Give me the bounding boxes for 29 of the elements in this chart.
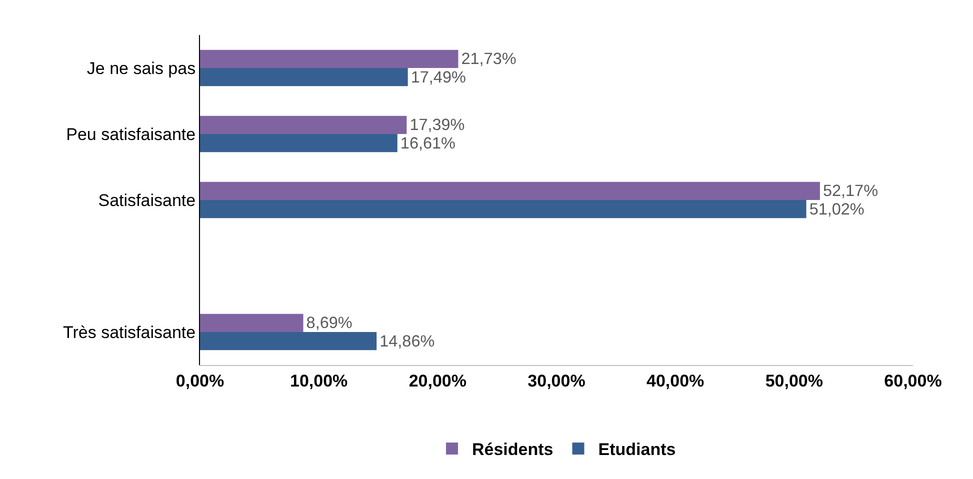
- bar: [200, 200, 806, 218]
- x-tick-label: 50,00%: [765, 371, 824, 390]
- legend-label: Résidents: [472, 440, 554, 460]
- x-tick-label: 60,00%: [884, 371, 942, 390]
- data-label: 17,49%: [410, 68, 466, 86]
- bar: [200, 116, 407, 134]
- bar: [200, 332, 377, 350]
- legend-label: Etudiants: [598, 440, 676, 460]
- bar: [200, 134, 398, 152]
- x-tick-label: 0,00%: [176, 371, 224, 390]
- data-label: 52,17%: [822, 182, 878, 200]
- bar: [200, 50, 458, 68]
- bar: [200, 314, 304, 332]
- data-label: 16,61%: [400, 134, 456, 152]
- y-tick-label: Satisfaisante: [98, 190, 196, 210]
- data-label: 21,73%: [461, 50, 516, 68]
- data-label: 14,86%: [380, 332, 435, 350]
- y-tick-label: Très satisfaisante: [63, 322, 196, 342]
- x-tick-label: 30,00%: [528, 371, 586, 390]
- data-label: 8,69%: [306, 314, 352, 332]
- bar: [200, 68, 408, 86]
- x-tick-label: 10,00%: [290, 371, 348, 390]
- x-tick-label: 40,00%: [646, 371, 704, 390]
- bar: [200, 182, 820, 200]
- y-tick-label: Je ne sais pas: [86, 58, 196, 78]
- data-label: 17,39%: [410, 116, 465, 134]
- x-tick-label: 20,00%: [408, 371, 467, 390]
- data-label: 51,02%: [809, 200, 864, 218]
- y-tick-label: Peu satisfaisante: [66, 124, 196, 144]
